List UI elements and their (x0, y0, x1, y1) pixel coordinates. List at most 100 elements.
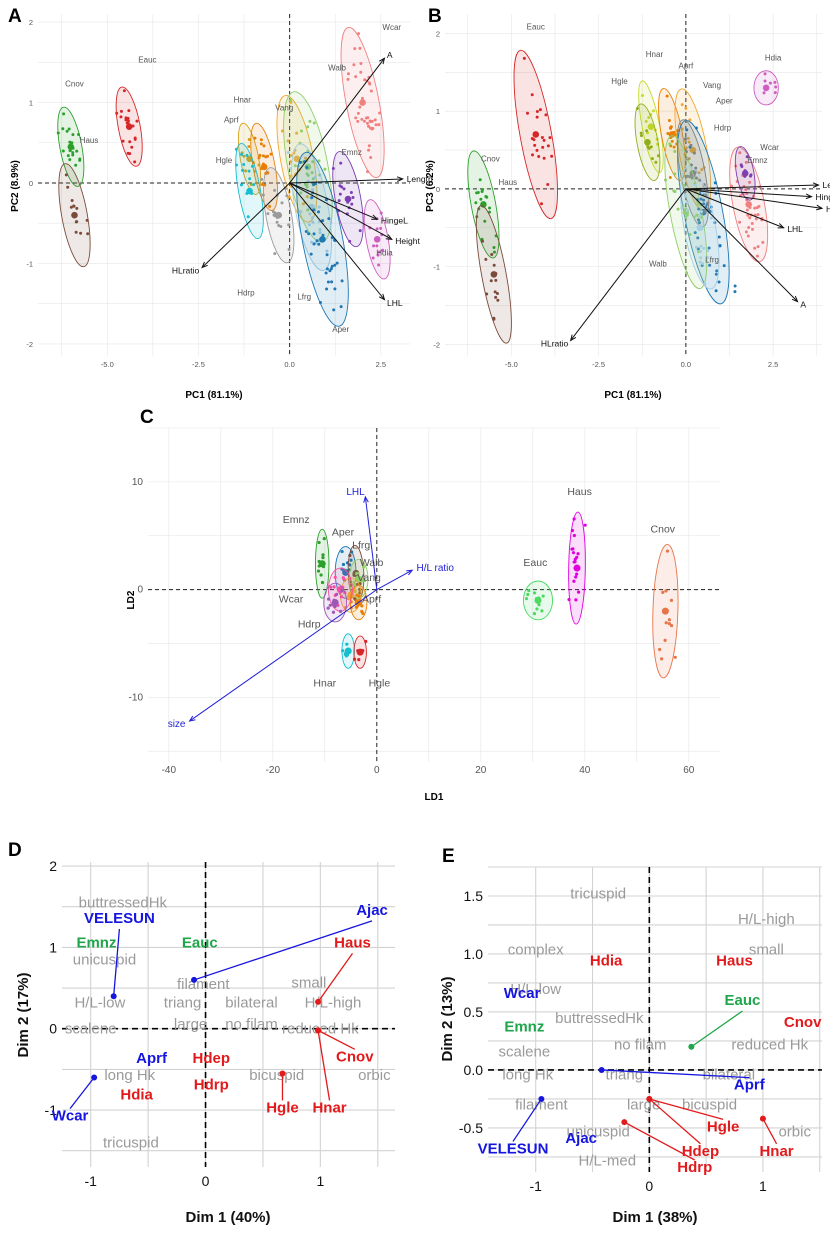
point-hdrp (260, 177, 264, 181)
point-eauc (546, 144, 550, 148)
point-hgle (654, 160, 658, 164)
point-aper (317, 242, 321, 246)
y-tick-label: 0 (49, 1021, 57, 1037)
point-hnar (640, 93, 644, 97)
point-cnov (74, 163, 78, 167)
point-wcar (356, 111, 360, 115)
point-walb (685, 271, 689, 275)
point-eauc (540, 136, 544, 140)
point-haus (576, 590, 581, 594)
loading-vector-hlratio (201, 182, 290, 268)
point-aper (318, 301, 322, 305)
point-cnov (669, 598, 674, 602)
y-tick-label: 1 (49, 939, 57, 955)
point-lfrg (699, 256, 703, 260)
point-lfrg (299, 210, 303, 214)
group-label-hdrp: Hdrp (714, 124, 732, 133)
point-hdrp (694, 176, 698, 180)
point-eauc (127, 109, 131, 113)
point-cnov (61, 127, 65, 131)
point-wcar (744, 230, 748, 234)
point-wcar (756, 213, 760, 217)
point-hdrp (285, 194, 289, 198)
point-wcar (370, 119, 374, 123)
loading-vector-lhl (685, 188, 784, 229)
point-hgle (252, 183, 256, 187)
point-hnar (644, 119, 648, 123)
point-aprf (668, 175, 672, 179)
point-aper (694, 126, 698, 130)
trait-label: scalene (499, 1043, 551, 1060)
vector-label-a: A (387, 50, 393, 60)
group-label-hnar: Hnar (646, 50, 664, 59)
group-label-cnov: Cnov (481, 155, 500, 164)
centroid-hgle (644, 138, 651, 146)
y-tick-label: 1 (436, 107, 440, 116)
point-hgle (635, 107, 639, 111)
group-label-cnov: Cnov (784, 1014, 822, 1031)
point-wcar (730, 184, 734, 188)
point-walb (673, 172, 677, 176)
centroid-eauc (532, 131, 540, 138)
point-walb (317, 159, 321, 163)
y-axis-title: LD2 (126, 590, 137, 609)
group-label-hdep: Hdep (193, 1050, 231, 1067)
point-eauc (115, 111, 119, 115)
point-hgle (239, 183, 243, 187)
point-hgle (248, 177, 252, 181)
point-haus (575, 555, 579, 559)
group-label-haus: Haus (567, 486, 592, 498)
point-hdrp (340, 589, 344, 593)
trait-label: small (291, 974, 326, 991)
vector-label-hingel: HingeL (816, 192, 830, 202)
point-haus (485, 292, 489, 296)
group-label-aprf: Aprf (224, 116, 239, 125)
point-aper (321, 233, 325, 237)
centroid-hdia (762, 84, 770, 92)
group-label-eauc: Eauc (182, 934, 218, 951)
group-label-walb: Walb (328, 63, 346, 72)
centroid-lfrg (696, 224, 704, 232)
point-haus (494, 278, 498, 282)
centroid-cnov (661, 607, 669, 615)
y-tick-label: 1.0 (464, 946, 484, 962)
x-tick-label: 0.0 (284, 360, 294, 369)
point-wcar (738, 151, 742, 155)
trait-label: complex (508, 941, 564, 958)
point-eauc (130, 145, 134, 149)
y-tick-label: -2 (26, 340, 33, 349)
point-cnov (661, 590, 665, 594)
group-label-hnar: Hnar (759, 1143, 793, 1160)
point-haus (64, 173, 68, 177)
point-aper (315, 239, 319, 243)
point-lfrg (686, 201, 690, 205)
centroid-wcar (745, 201, 752, 208)
group-label-walb: Walb (649, 260, 667, 269)
trait-label: orbic (778, 1123, 811, 1140)
point-emnz (322, 537, 326, 541)
point-wcar (368, 126, 372, 130)
x-axis-title: PC1 (81.1%) (185, 390, 242, 401)
point-walb (672, 189, 676, 193)
group-label-aper: Aper (332, 325, 349, 334)
arrow-head (396, 176, 404, 182)
point-lfrg (683, 194, 687, 198)
point-hdrp (280, 201, 284, 205)
trait-label: buttressedHk (79, 895, 168, 912)
point-hdrp (328, 603, 332, 607)
point-lfrg (325, 249, 329, 253)
point-wcar (750, 221, 754, 225)
point-haus (74, 230, 78, 234)
point-cnov (474, 201, 478, 205)
point-aprf (672, 145, 676, 149)
point-vang (680, 103, 684, 107)
group-label-lfrg: Lfrg (705, 256, 719, 265)
trait-label: filament (515, 1097, 568, 1114)
point-eauc (135, 119, 139, 123)
point-walb (304, 183, 308, 187)
point-lfrg (706, 249, 710, 253)
arrow-head (812, 182, 820, 188)
point-cnov (56, 131, 60, 135)
point-wcar (738, 220, 742, 224)
